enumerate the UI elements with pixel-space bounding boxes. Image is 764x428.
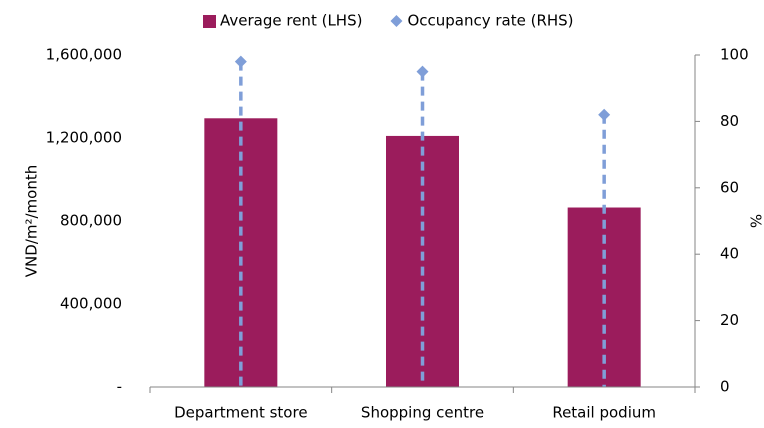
y2-tick-label: 100 [720,46,749,64]
y-tick-label: 400,000 [60,295,122,313]
y-tick-label: 1,200,000 [46,129,122,147]
y2-tick-label: 0 [720,378,730,396]
marker [234,55,247,68]
x-tick-label: Department store [174,404,307,422]
y2-tick-label: 40 [720,245,739,263]
x-tick-label: Retail podium [552,404,656,422]
legend-swatch [390,15,403,27]
y2-tick-label: 80 [720,112,739,130]
y-axis-label: VND/m²/month [23,165,41,277]
bar [204,118,278,387]
y-tick-label: 1,600,000 [46,46,122,64]
y-tick-label: 800,000 [60,212,122,230]
y2-axis-label: % [747,214,764,228]
y2-tick-label: 60 [720,178,739,196]
legend-label: Occupancy rate (RHS) [407,12,573,30]
marker [598,108,611,121]
y-tick-label: - [117,378,122,396]
y2-tick-label: 20 [720,311,739,329]
legend-label: Average rent (LHS) [220,12,362,30]
marker [416,65,429,78]
x-tick-label: Shopping centre [361,404,484,422]
legend-swatch [203,15,216,28]
